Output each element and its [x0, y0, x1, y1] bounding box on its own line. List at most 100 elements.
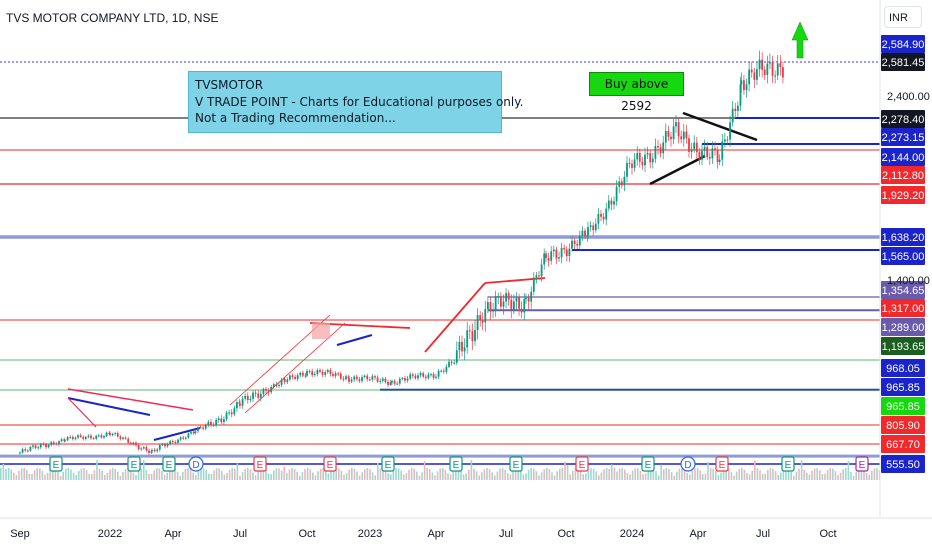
volume-bar — [413, 468, 415, 480]
candle-body — [151, 449, 153, 451]
volume-bar — [847, 460, 850, 480]
volume-bar — [743, 469, 746, 480]
x-tick-label-9: 2024 — [620, 528, 644, 540]
volume-bar — [865, 472, 868, 480]
svg-text:E: E — [166, 460, 173, 471]
volume-bar — [13, 472, 15, 480]
event-marker-12[interactable]: E — [715, 456, 729, 472]
volume-bar — [150, 474, 153, 480]
event-marker-4[interactable]: E — [253, 456, 267, 472]
candle-body — [626, 162, 628, 177]
volume-bar — [655, 471, 657, 480]
candle-body — [24, 449, 27, 451]
event-marker-5[interactable]: E — [323, 456, 337, 472]
volume-bar — [707, 461, 709, 480]
candle-body — [706, 146, 709, 158]
event-marker-1[interactable]: E — [127, 456, 141, 472]
volume-bar — [184, 468, 187, 480]
candle-body — [474, 329, 476, 342]
volume-bar — [330, 466, 332, 480]
candle-body — [108, 432, 111, 434]
candle-body — [458, 341, 461, 351]
volume-bar — [824, 473, 826, 480]
volume-bar — [351, 468, 353, 480]
volume-bar — [657, 475, 660, 480]
price-label-13: 968.05 — [881, 359, 925, 377]
volume-bar — [78, 471, 80, 480]
volume-bar — [592, 468, 595, 480]
volume-bar — [647, 469, 649, 480]
candle-body — [411, 374, 414, 376]
volume-bar — [96, 460, 98, 480]
svg-text:2,273.15: 2,273.15 — [882, 132, 925, 144]
event-marker-7[interactable]: E — [449, 456, 463, 472]
volume-bar — [860, 468, 863, 480]
candle-body — [558, 257, 560, 259]
candle-body — [199, 427, 202, 429]
candle-body — [361, 377, 363, 381]
volume-bar — [205, 469, 207, 480]
event-marker-13[interactable]: E — [781, 456, 795, 472]
volume-bar — [572, 470, 574, 480]
event-marker-9[interactable]: E — [575, 456, 589, 472]
candle-body — [552, 249, 555, 252]
volume-bar — [156, 468, 158, 480]
volume-bar — [210, 474, 213, 480]
candle-body — [197, 427, 199, 432]
currency-selector[interactable]: INR — [884, 6, 922, 28]
candle-body — [723, 139, 726, 142]
svg-text:667.70: 667.70 — [886, 439, 920, 451]
candle-body — [623, 176, 626, 186]
volume-bar — [408, 469, 410, 480]
candle-body — [148, 450, 150, 453]
volume-bar — [247, 468, 249, 480]
volume-bar — [390, 474, 392, 480]
volume-bar — [774, 471, 777, 480]
volume-bar — [738, 468, 740, 480]
svg-text:E: E — [859, 460, 866, 471]
event-marker-3[interactable]: D — [188, 456, 204, 472]
volume-bar — [176, 471, 179, 480]
price-label-11: 1,289.00 — [881, 318, 925, 336]
event-marker-0[interactable]: E — [49, 456, 63, 472]
candle-body — [398, 378, 401, 384]
candle-body — [476, 315, 479, 330]
candle-body — [682, 131, 685, 140]
candle-body — [427, 374, 430, 379]
volume-bar — [421, 472, 423, 480]
candle-body — [417, 375, 419, 379]
candle-body — [311, 371, 314, 376]
candle-body — [563, 247, 566, 250]
volume-bar — [163, 474, 166, 480]
volume-bar — [327, 473, 330, 480]
volume-bar — [546, 468, 548, 480]
candle-body — [615, 186, 618, 202]
volume-bar — [83, 468, 85, 480]
volume-bar — [91, 473, 93, 480]
candle-body — [492, 310, 494, 312]
volume-bar — [257, 471, 259, 480]
candle-body — [672, 126, 675, 140]
x-tick-label-11: Jul — [756, 528, 770, 540]
candle-body — [769, 62, 771, 64]
event-marker-11[interactable]: D — [680, 456, 696, 472]
candle-body — [677, 122, 680, 137]
volume-bar — [179, 475, 181, 480]
event-marker-8[interactable]: E — [509, 456, 523, 472]
candle-body — [39, 443, 42, 448]
event-marker-14[interactable]: E — [855, 456, 869, 472]
volume-bar — [582, 474, 584, 480]
candle-body — [329, 370, 332, 374]
volume-bar — [520, 470, 522, 480]
candle-body — [404, 378, 406, 381]
event-marker-2[interactable]: E — [162, 456, 176, 472]
volume-bar — [70, 469, 72, 480]
event-marker-10[interactable]: E — [641, 456, 655, 472]
price-label-15: 965.85 — [881, 397, 925, 415]
candle-body — [435, 376, 437, 378]
volume-bar — [249, 469, 252, 480]
volume-bar — [197, 471, 200, 480]
event-marker-6[interactable]: E — [381, 456, 395, 472]
